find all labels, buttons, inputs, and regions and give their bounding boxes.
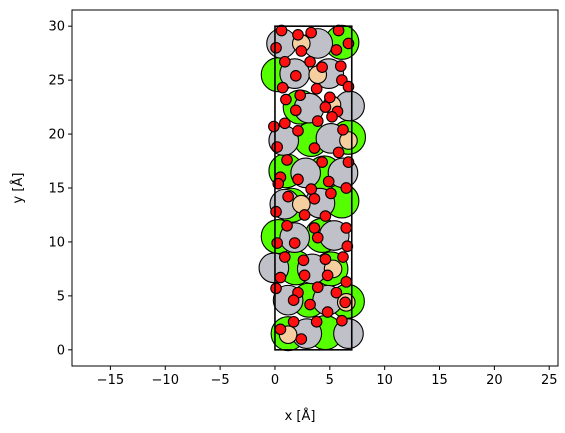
atom-red-65 (330, 286, 343, 299)
atom-red-36 (292, 173, 304, 186)
atom-red-68 (321, 306, 334, 318)
atom-red-58 (274, 271, 287, 284)
atom-red-56 (319, 253, 332, 266)
atom-red-30 (308, 142, 321, 154)
atom-red-54 (279, 251, 291, 263)
atom-red-52 (311, 231, 324, 244)
atom-red-62 (270, 282, 282, 295)
atom-red-74 (295, 333, 308, 345)
x-tick-label-7: 20 (486, 373, 503, 388)
atom-red-10 (334, 60, 347, 72)
atom-red-60 (321, 269, 334, 282)
atom-red-37 (322, 175, 335, 188)
atom-red-23 (279, 117, 291, 130)
x-tick-label-3: 0 (271, 373, 279, 388)
atom-red-27 (292, 125, 304, 137)
atom-red-43 (325, 187, 337, 200)
atom-red-33 (316, 156, 328, 168)
atom-red-61 (340, 276, 353, 288)
atom-red-72 (336, 314, 348, 327)
atom-red-57 (337, 251, 349, 263)
atom-red-73 (274, 323, 287, 336)
atom-red-64 (311, 281, 324, 294)
atom-red-51 (288, 237, 301, 249)
atom-red-6 (295, 45, 308, 57)
x-tick-label-8: 25 (541, 373, 558, 388)
y-tick-label-1: 5 (57, 289, 65, 304)
atom-red-69 (339, 296, 351, 309)
atom-red-49 (340, 222, 353, 234)
atom-red-3 (292, 28, 304, 41)
atom-red-50 (271, 237, 283, 249)
atom-red-0 (275, 24, 288, 37)
x-tick-label-5: 10 (376, 373, 393, 388)
atom-red-8 (279, 55, 291, 68)
atom-red-19 (323, 91, 336, 104)
atom-red-17 (280, 93, 292, 106)
atom-red-44 (270, 205, 282, 218)
y-axis-label: y [Å] (10, 173, 26, 204)
atom-red-5 (270, 41, 282, 54)
atom-red-7 (330, 44, 343, 56)
atom-red-14 (276, 81, 289, 94)
atom-red-29 (271, 141, 283, 153)
atom-red-24 (311, 115, 324, 127)
atom-red-66 (287, 294, 300, 307)
atom-red-12 (316, 61, 328, 73)
atom-red-71 (310, 315, 323, 328)
y-tick-label-6: 30 (48, 20, 65, 35)
y-axis-ticks: 0 5 10 15 20 25 30 (48, 20, 72, 358)
atom-red-70 (287, 315, 300, 328)
atom-red-67 (304, 298, 316, 311)
atom-red-15 (310, 82, 323, 95)
atom-red-26 (268, 120, 280, 133)
atom-red-42 (308, 192, 321, 205)
atom-red-1 (305, 26, 317, 39)
x-tick-label-1: −10 (152, 373, 179, 388)
atom-red-21 (319, 101, 332, 113)
atom-red-53 (341, 240, 354, 253)
atom-tan-3 (339, 131, 358, 150)
y-tick-label-3: 15 (48, 182, 65, 197)
atom-red-45 (298, 209, 311, 221)
atom-red-47 (281, 219, 293, 232)
atom-red-2 (332, 24, 345, 37)
x-tick-label-2: −5 (211, 373, 230, 388)
atom-red-25 (326, 110, 338, 123)
atom-red-46 (319, 210, 332, 222)
y-tick-label-2: 10 (48, 235, 65, 250)
atom-red-48 (308, 222, 321, 234)
x-axis-ticks: −15 −10 −5 0 5 10 15 20 25 (97, 366, 558, 388)
atom-red-39 (305, 183, 317, 195)
atom-red-11 (289, 69, 302, 82)
atom-red-18 (294, 89, 307, 102)
atom-red-31 (332, 146, 345, 159)
unit-cell-box (274, 25, 353, 351)
x-tick-label-4: 5 (326, 373, 334, 388)
y-tick-label-4: 20 (48, 128, 65, 143)
atom-red-28 (337, 123, 349, 136)
atom-red-40 (340, 182, 353, 194)
atom-red-20 (289, 104, 302, 117)
atom-red-55 (297, 254, 310, 267)
x-tick-label-0: −15 (97, 373, 124, 388)
atom-red-9 (304, 55, 316, 68)
atom-red-41 (282, 190, 294, 203)
x-tick-label-6: 15 (431, 373, 448, 388)
atom-red-32 (281, 154, 293, 166)
atom-red-59 (298, 269, 311, 282)
x-axis-label: x [Å] (285, 408, 316, 424)
y-tick-label-5: 25 (48, 74, 65, 89)
y-tick-label-0: 0 (57, 343, 65, 358)
